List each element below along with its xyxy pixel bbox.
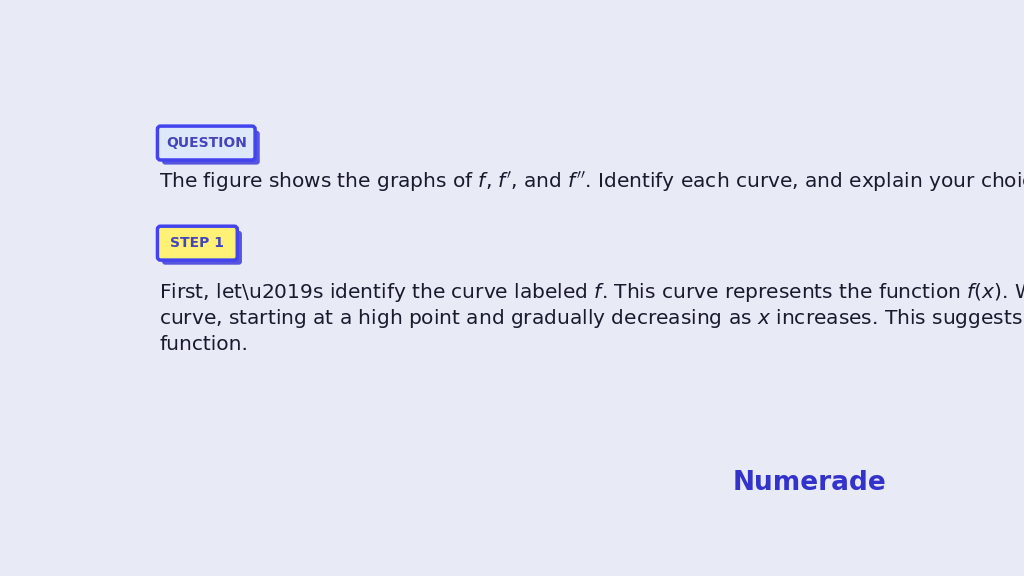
Text: Numerade: Numerade bbox=[732, 471, 886, 497]
Text: The figure shows the graphs of $\it{f}$, $\it{f'}$, and $\it{f''}$. Identify eac: The figure shows the graphs of $\it{f}$,… bbox=[159, 169, 1024, 194]
Text: curve, starting at a high point and gradually decreasing as $\mathit{x}$ increas: curve, starting at a high point and grad… bbox=[159, 307, 1024, 330]
Text: function.: function. bbox=[159, 335, 248, 354]
Text: QUESTION: QUESTION bbox=[166, 136, 247, 150]
FancyBboxPatch shape bbox=[158, 226, 238, 260]
FancyBboxPatch shape bbox=[162, 131, 260, 165]
Text: STEP 1: STEP 1 bbox=[170, 236, 224, 250]
FancyBboxPatch shape bbox=[162, 231, 242, 265]
FancyBboxPatch shape bbox=[158, 126, 255, 160]
Text: First, let\u2019s identify the curve labeled $\mathit{f}$. This curve represents: First, let\u2019s identify the curve lab… bbox=[159, 281, 1024, 304]
